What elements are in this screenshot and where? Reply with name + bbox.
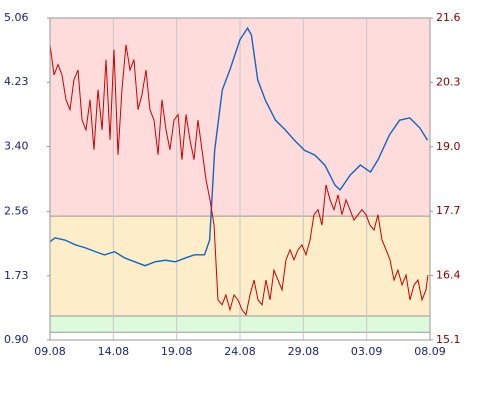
y-tick-label: 2.56 <box>4 205 29 218</box>
y2-tick-label: 21.6 <box>436 11 461 24</box>
x-tick-label: 19.08 <box>161 345 193 358</box>
x-tick-label: 29.08 <box>288 345 320 358</box>
x-tick-label: 24.08 <box>224 345 256 358</box>
x-tick-label: 14.08 <box>98 345 130 358</box>
y-tick-label: 0.90 <box>4 333 29 346</box>
x-tick-label: 09.08 <box>34 345 66 358</box>
labels: 09.08 14.08 19.08 24.08 29.08 03.09 08.09 0.90 1… <box>4 11 461 358</box>
lines <box>49 26 429 316</box>
y-tick-label: 3.40 <box>4 139 29 152</box>
plot-frame <box>49 17 431 341</box>
y-tick-label: 5.06 <box>4 11 29 24</box>
series-line <box>49 44 429 316</box>
y2-tick-label: 17.7 <box>436 204 461 217</box>
x-tick-label: 03.09 <box>351 345 383 358</box>
y-tick-label: 4.23 <box>4 75 29 88</box>
x-tick-label: 08.09 <box>414 345 446 358</box>
series-line <box>49 26 429 267</box>
y2-tick-label: 15.1 <box>436 333 461 346</box>
y2-tick-label: 16.4 <box>436 269 461 282</box>
y-tick-label: 1.73 <box>4 269 29 282</box>
y2-tick-label: 19.0 <box>436 140 461 153</box>
y2-tick-label: 20.3 <box>436 75 461 88</box>
